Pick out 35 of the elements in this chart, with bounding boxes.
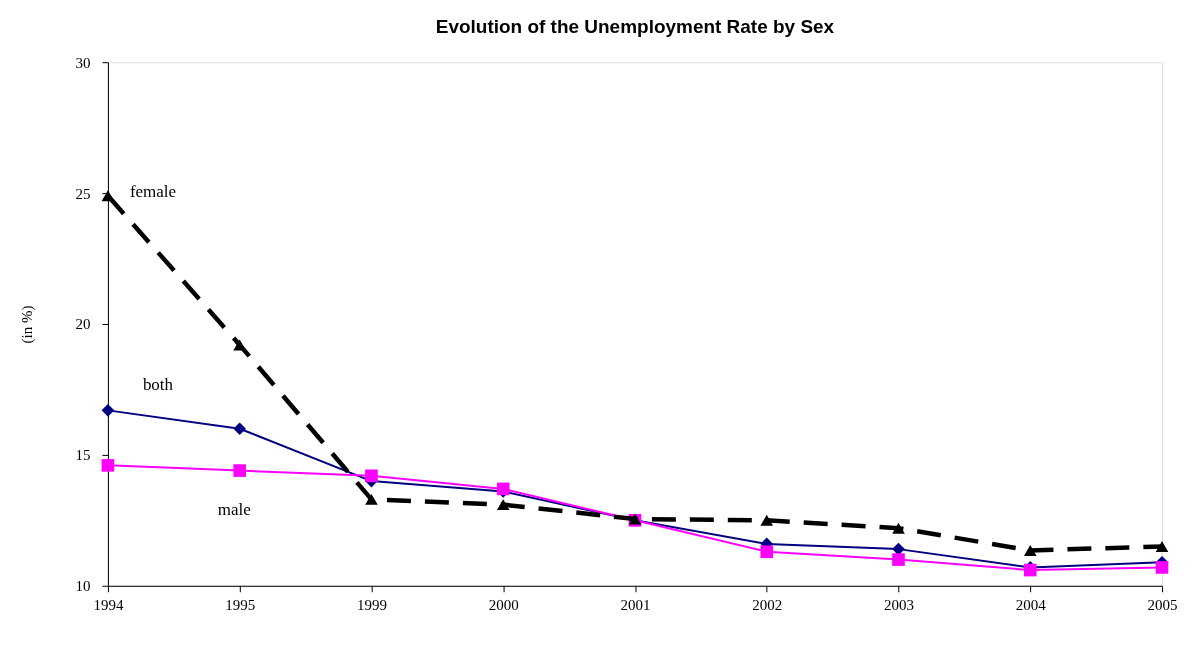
point: [365, 493, 378, 505]
x-tick-label: 2005: [1147, 597, 1178, 614]
y-tick-label: 15: [75, 447, 91, 464]
y-tick-label: 20: [75, 316, 91, 333]
point: [892, 553, 905, 566]
series-label: male: [217, 500, 251, 520]
point: [760, 514, 774, 526]
point: [496, 499, 510, 511]
x-tick-label: 2000: [488, 597, 519, 614]
y-tick-label: 25: [75, 185, 91, 202]
point: [233, 339, 246, 351]
point: [101, 404, 115, 417]
x-tick-label: 2004: [1015, 597, 1047, 614]
point: [892, 522, 905, 534]
chart-title: Evolution of the Unemployment Rate by Sex: [435, 16, 835, 38]
point: [365, 469, 378, 483]
x-tick-label: 1999: [356, 597, 387, 614]
point: [101, 190, 115, 202]
y-axis-title: (in %): [19, 305, 37, 344]
x-tick-label: 1995: [225, 597, 256, 614]
point: [1155, 561, 1169, 574]
x-tick-label: 2003: [884, 597, 914, 614]
point: [1023, 544, 1037, 556]
x-tick-label: 2002: [752, 597, 783, 614]
point: [233, 422, 246, 436]
point: [101, 459, 115, 472]
x-tick-label: 2001: [620, 597, 651, 614]
y-tick-label: 30: [75, 54, 91, 71]
point: [1155, 541, 1169, 552]
series-label: both: [142, 375, 174, 395]
series-label: female: [129, 181, 177, 201]
y-tick-label: 10: [75, 578, 91, 595]
point: [760, 545, 774, 559]
x-tick-label: 1994: [93, 597, 124, 614]
point: [233, 464, 246, 477]
